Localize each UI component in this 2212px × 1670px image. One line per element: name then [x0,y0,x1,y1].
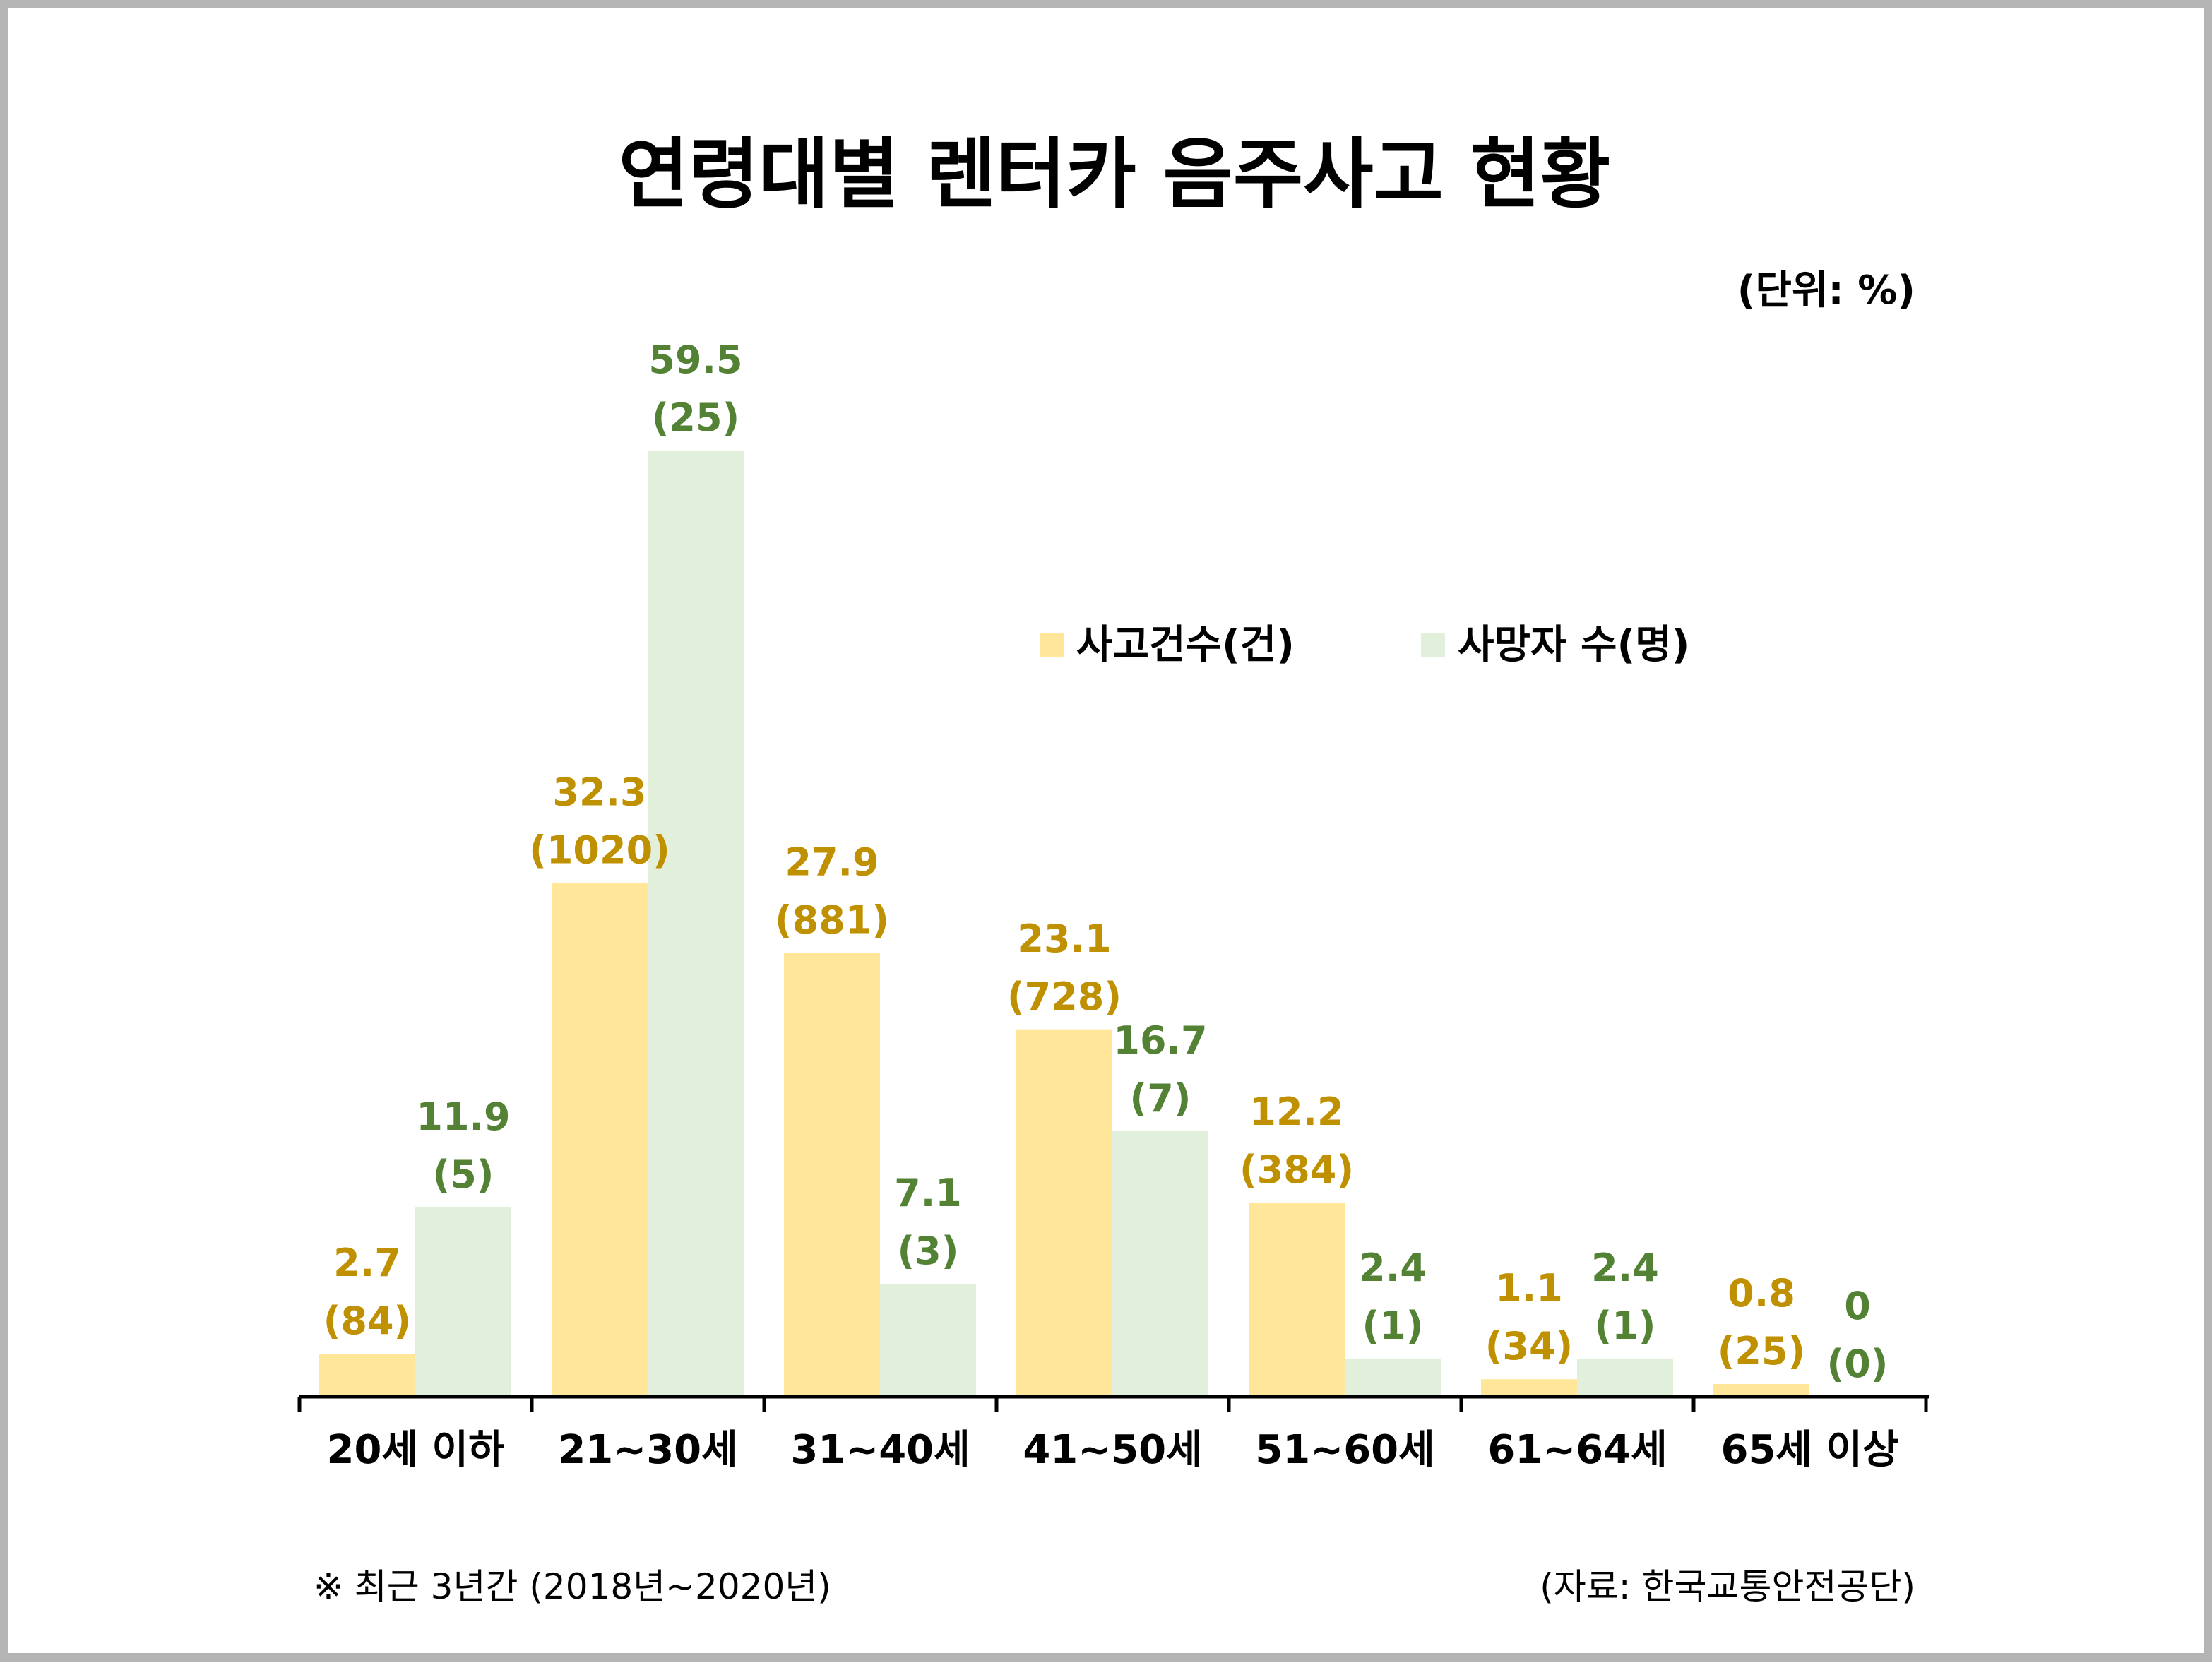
value-labels-group: 2.7 (84) 11.9 (5) 32.3 (1020) 59.5 (25) 27.9 (881… [323,338,1889,1386]
value-label-accidents-1: 32.3 [552,770,646,815]
legend-swatch-deaths [1421,633,1445,657]
value-label-accidents-2: 27.9 [785,840,879,885]
x-axis-labels: 20세 이하 21~30세 31~40세 41~50세 51~60세 61~64세 65세 … [327,1427,1899,1473]
value-label-accidents-4: 12.2 [1249,1090,1343,1134]
bar-deaths-2 [880,1284,976,1397]
bar-deaths-5 [1577,1358,1673,1397]
x-tick-label-1: 21~30세 [558,1427,737,1473]
bar-accidents-6 [1713,1383,1809,1397]
bar-accidents-0 [319,1354,415,1397]
count-label-accidents-1: (1020) [529,828,670,873]
bar-chart: 연령대별 렌터카 음주사고 현황 (단위: %) 2.7 (84) 11.9 (5) 3… [297,131,1929,1607]
value-label-deaths-4: 2.4 [1359,1246,1427,1290]
source-note: (자료: 한국교통안전공단) [1540,1566,1915,1607]
count-label-deaths-6: (0) [1827,1342,1889,1386]
value-label-accidents-3: 23.1 [1017,917,1111,961]
x-axis-ticks [297,1397,1928,1412]
count-label-accidents-2: (881) [775,898,889,943]
value-label-deaths-0: 11.9 [416,1095,510,1139]
bars-group [319,451,1809,1397]
value-label-accidents-6: 0.8 [1728,1271,1795,1316]
value-label-deaths-1: 59.5 [648,338,742,382]
x-tick-label-0: 20세 이하 [327,1427,505,1473]
unit-label: (단위: %) [1737,268,1915,314]
legend-label-deaths: 사망자 수(명) [1458,622,1689,668]
value-label-accidents-5: 1.1 [1495,1266,1563,1311]
count-label-deaths-4: (1) [1362,1304,1424,1348]
value-label-deaths-3: 16.7 [1113,1018,1207,1063]
legend: 사고건수(건) 사망자 수(명) [1040,622,1689,668]
legend-label-accidents: 사고건수(건) [1076,622,1295,668]
x-tick-label-4: 51~60세 [1255,1427,1434,1473]
value-label-accidents-0: 2.7 [333,1241,401,1285]
count-label-accidents-3: (728) [1007,974,1122,1019]
count-label-deaths-5: (1) [1595,1304,1656,1348]
count-label-accidents-4: (384) [1239,1147,1354,1192]
bar-deaths-0 [415,1207,511,1397]
bar-accidents-2 [784,953,880,1397]
value-label-deaths-6: 0 [1844,1284,1871,1328]
bar-accidents-4 [1249,1203,1345,1397]
count-label-deaths-1: (25) [652,395,740,440]
chart-title: 연령대별 렌터카 음주사고 현황 [619,131,1610,219]
x-tick-label-3: 41~50세 [1023,1427,1202,1473]
bar-deaths-4 [1345,1358,1441,1397]
count-label-accidents-5: (34) [1485,1324,1574,1368]
count-label-deaths-2: (3) [898,1229,959,1273]
value-label-deaths-2: 7.1 [894,1171,962,1215]
bar-deaths-1 [648,451,744,1397]
count-label-accidents-6: (25) [1718,1329,1806,1373]
count-label-deaths-0: (5) [433,1152,494,1197]
count-label-accidents-0: (84) [323,1299,412,1343]
count-label-deaths-3: (7) [1130,1076,1191,1121]
bar-deaths-3 [1112,1131,1208,1397]
bar-accidents-5 [1481,1379,1577,1397]
value-label-deaths-5: 2.4 [1591,1246,1659,1290]
x-tick-label-6: 65세 이상 [1721,1427,1899,1473]
x-tick-label-5: 61~64세 [1487,1427,1667,1473]
x-tick-label-2: 31~40세 [790,1427,970,1473]
bar-accidents-1 [552,883,648,1397]
footnote: ※ 최근 3년간 (2018년~2020년) [314,1566,831,1607]
bar-accidents-3 [1016,1029,1112,1397]
legend-swatch-accidents [1040,633,1064,657]
